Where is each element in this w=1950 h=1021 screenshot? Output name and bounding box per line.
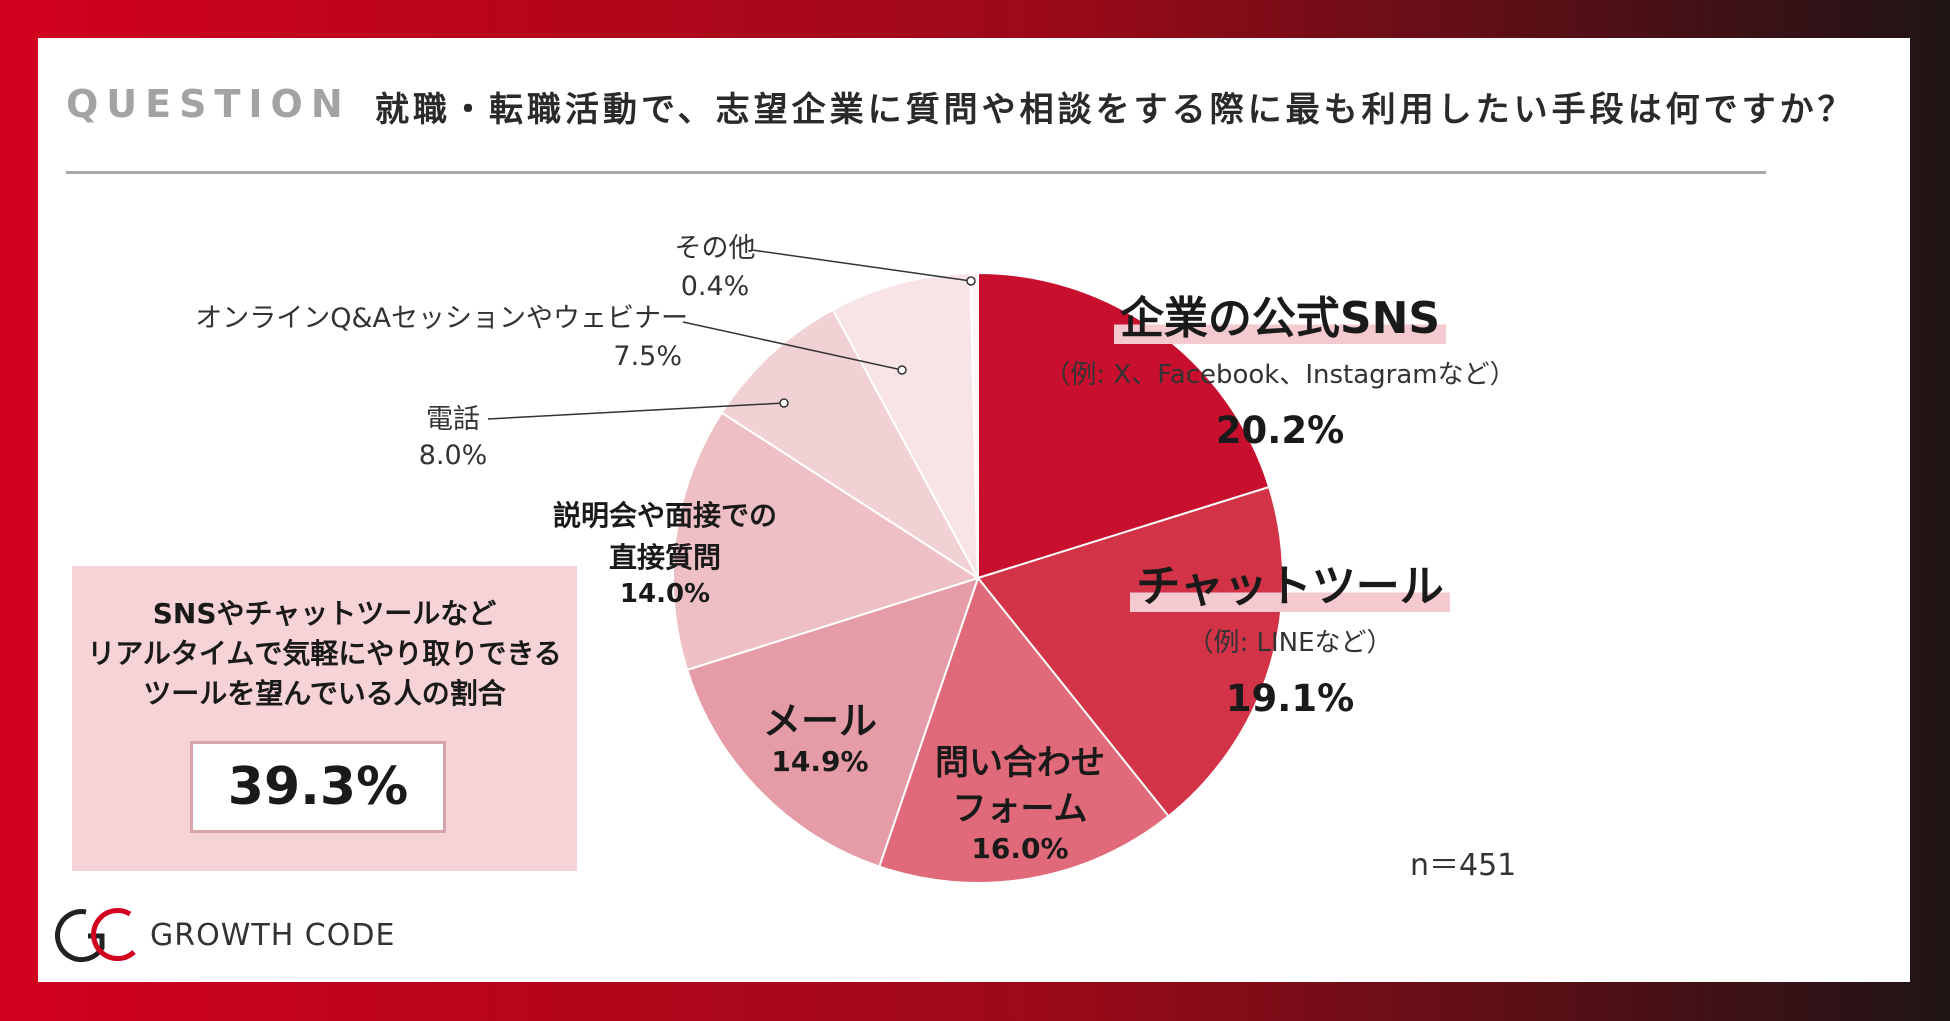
slice-label-direct-question-line2: 直接質問 — [608, 541, 721, 574]
leader-line-phone — [487, 402, 785, 420]
slice-label-inquiry-form-line1: 問い合わせ — [935, 743, 1105, 783]
slice-label-chat-tool-text: チャットツール — [1130, 561, 1450, 612]
slice-label-direct-question: 説明会や面接での 直接質問 14.0% — [520, 495, 810, 609]
question-text: 就職・転職活動で、志望企業に質問や相談をする際に最も利用したい手段は何ですか？ — [375, 90, 1856, 130]
slice-label-other-text: その他 — [674, 233, 756, 264]
slice-value-email: 14.9% — [771, 745, 869, 778]
header-divider — [66, 171, 1766, 174]
slice-label-webinar-text: オンラインQ&Aセッションやウェビナー — [195, 303, 688, 334]
slice-label-other: その他 0.4% — [670, 230, 760, 306]
slice-label-inquiry-form: 問い合わせ フォーム 16.0% — [900, 740, 1140, 865]
slice-label-official-sns-text: 企業の公式SNS — [1113, 293, 1447, 344]
leader-dot-webinar — [897, 365, 907, 375]
leader-dot-other — [966, 276, 976, 286]
summary-text: SNSやチャットツールなど リアルタイムで気軽にやり取りできる ツールを望んでい… — [72, 594, 577, 714]
slice-label-phone-text: 電話 — [426, 404, 480, 435]
slice-label-direct-question-line1: 説明会や面接での — [552, 499, 777, 532]
slice-value-official-sns: 20.2% — [1215, 409, 1345, 452]
slice-label-email-text: メール — [762, 699, 877, 743]
leader-line-other — [751, 249, 972, 282]
slice-sub-official-sns: （例: X、Facebook、Instagramなど） — [1044, 360, 1516, 390]
pie-slice-3 — [685, 576, 980, 868]
slice-label-inquiry-form-line2: フォーム — [952, 789, 1088, 829]
summary-line-1: SNSやチャットツールなど — [152, 597, 497, 630]
sample-size: n＝451 — [1410, 848, 1517, 883]
summary-value: 39.3% — [190, 741, 446, 833]
slice-value-webinar: 7.5% — [613, 341, 682, 372]
pie-slice-4 — [672, 411, 981, 672]
slice-value-inquiry-form: 16.0% — [971, 832, 1069, 865]
slice-value-other: 0.4% — [680, 271, 750, 302]
slice-sub-chat-tool: （例: LINEなど） — [1187, 628, 1393, 658]
slice-label-chat-tool: チャットツール （例: LINEなど） 19.1% — [1120, 550, 1460, 720]
logo-text: GROWTH CODE — [150, 918, 396, 953]
summary-line-3: ツールを望んでいる人の割合 — [143, 677, 506, 710]
slice-label-email: メール 14.9% — [740, 690, 900, 778]
slice-label-webinar: オンラインQ&Aセッションやウェビナー 7.5% — [138, 300, 688, 376]
summary-box: SNSやチャットツールなど リアルタイムで気軽にやり取りできる ツールを望んでい… — [72, 566, 577, 871]
slice-label-phone: 電話 8.0% — [418, 402, 488, 474]
pie-slice-2 — [878, 575, 1170, 884]
question-label: QUESTION — [66, 82, 351, 126]
leader-line-webinar — [682, 321, 903, 371]
leader-dot-phone — [779, 398, 789, 408]
slice-value-phone: 8.0% — [418, 440, 488, 471]
summary-line-2: リアルタイムで気軽にやり取りできる — [87, 637, 562, 670]
growth-code-logo-icon — [55, 908, 136, 963]
slice-value-direct-question: 14.0% — [619, 579, 711, 609]
pie-slice-7 — [969, 271, 979, 579]
slice-label-official-sns: 企業の公式SNS （例: X、Facebook、Instagramなど） 20.… — [1030, 282, 1530, 452]
slice-value-chat-tool: 19.1% — [1225, 677, 1355, 720]
pie-slice-6 — [831, 272, 979, 579]
